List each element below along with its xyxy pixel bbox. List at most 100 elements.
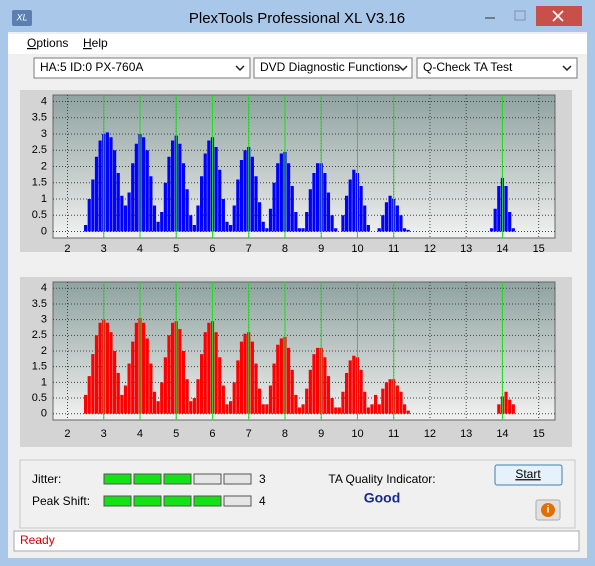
- menu-options[interactable]: Options: [27, 36, 68, 50]
- y-tick-label: 3: [41, 128, 47, 140]
- bar: [305, 388, 309, 414]
- y-tick-label: 1: [41, 193, 47, 205]
- bar: [326, 192, 331, 232]
- x-tick-label: 4: [137, 428, 143, 440]
- bar: [373, 394, 378, 414]
- x-tick-label: 5: [173, 243, 179, 255]
- bar: [200, 176, 204, 232]
- test-dropdown[interactable]: [416, 57, 578, 79]
- bar: [388, 379, 392, 414]
- x-tick-label: 3: [101, 243, 107, 255]
- bar: [127, 363, 131, 414]
- level-box: [193, 495, 222, 507]
- menu-bar: [8, 34, 587, 54]
- bar: [384, 382, 389, 414]
- function-dropdown[interactable]: [253, 57, 413, 79]
- charts: 00.511.522.533.542 3 4 5 6 7 8 9 10 11 12 13 14 1500.…: [32, 94, 556, 440]
- bar: [113, 150, 117, 232]
- start-button[interactable]: Start: [494, 464, 563, 486]
- bar: [315, 347, 320, 414]
- x-tick-label: 2: [64, 243, 70, 255]
- y-tick-label: 2: [41, 345, 47, 357]
- bar: [91, 179, 95, 232]
- results-group: [19, 459, 576, 529]
- bar: [268, 385, 273, 414]
- bar: [294, 212, 298, 232]
- x-tick-label: 7: [246, 428, 252, 440]
- bar: [261, 221, 265, 232]
- bar: [312, 173, 316, 232]
- peak-shift-value: 4: [259, 494, 266, 508]
- svg-text:i: i: [547, 505, 550, 516]
- bar: [323, 173, 327, 232]
- dropdown-row: HA:5 ID:0 PX-760A DVD Diagnostic Functio…: [33, 57, 578, 79]
- x-tick-label: 7: [246, 243, 252, 255]
- x-tick-label: 15: [533, 243, 545, 255]
- minimize-button[interactable]: [476, 6, 504, 26]
- bar: [91, 354, 95, 414]
- bar: [84, 394, 88, 414]
- bar: [359, 186, 363, 232]
- y-tick-label: 1.5: [32, 361, 47, 373]
- bar: [178, 329, 182, 414]
- x-tick-label: 8: [282, 428, 288, 440]
- bar: [366, 225, 370, 232]
- bar: [297, 228, 302, 232]
- level-box: [133, 495, 162, 507]
- bar: [497, 404, 501, 414]
- bar: [214, 147, 218, 232]
- bar: [399, 391, 403, 414]
- bar: [301, 228, 305, 232]
- bar: [272, 363, 276, 414]
- bar: [402, 228, 407, 232]
- bar: [276, 344, 280, 414]
- bar: [384, 202, 389, 232]
- drive-dropdown-text: HA:5 ID:0 PX-760A: [40, 60, 143, 74]
- bar: [504, 391, 508, 414]
- bar: [192, 398, 196, 414]
- bar: [305, 212, 309, 232]
- bar: [239, 341, 244, 414]
- bar: [229, 225, 233, 232]
- bar: [105, 322, 109, 414]
- bar: [366, 407, 370, 414]
- bar: [156, 401, 160, 414]
- bar: [142, 322, 146, 414]
- bar: [276, 163, 280, 232]
- peak-shift-label: Peak Shift:: [32, 494, 90, 508]
- bar: [232, 205, 236, 232]
- x-tick-label: 6: [209, 243, 215, 255]
- bar: [123, 205, 128, 232]
- bar: [214, 332, 218, 414]
- drive-dropdown[interactable]: [33, 57, 251, 79]
- maximize-button[interactable]: [506, 6, 534, 26]
- bar: [257, 388, 262, 414]
- bar: [221, 199, 225, 232]
- bar: [229, 401, 233, 414]
- bar: [399, 215, 403, 232]
- bar: [308, 189, 312, 232]
- info-button[interactable]: i: [535, 499, 561, 521]
- bar: [116, 372, 120, 414]
- level-bars: [103, 473, 252, 507]
- bar: [272, 182, 276, 232]
- menu-help[interactable]: Help: [83, 36, 108, 50]
- bar: [218, 169, 222, 232]
- level-box: [193, 473, 222, 485]
- close-button[interactable]: [536, 6, 582, 26]
- bar: [239, 160, 244, 232]
- bar: [250, 341, 254, 414]
- status-bar: [13, 530, 580, 552]
- bar: [257, 202, 262, 232]
- quality-label: TA Quality Indicator:: [328, 472, 435, 486]
- bar: [341, 391, 345, 414]
- x-tick-label: 14: [496, 428, 508, 440]
- bar: [181, 351, 186, 414]
- y-tick-label: 4: [41, 95, 47, 107]
- level-box: [103, 473, 132, 485]
- bar: [279, 153, 283, 232]
- bar: [381, 215, 385, 232]
- bar: [189, 401, 193, 414]
- function-dropdown-text: DVD Diagnostic Functions: [260, 60, 400, 74]
- bar: [189, 215, 193, 232]
